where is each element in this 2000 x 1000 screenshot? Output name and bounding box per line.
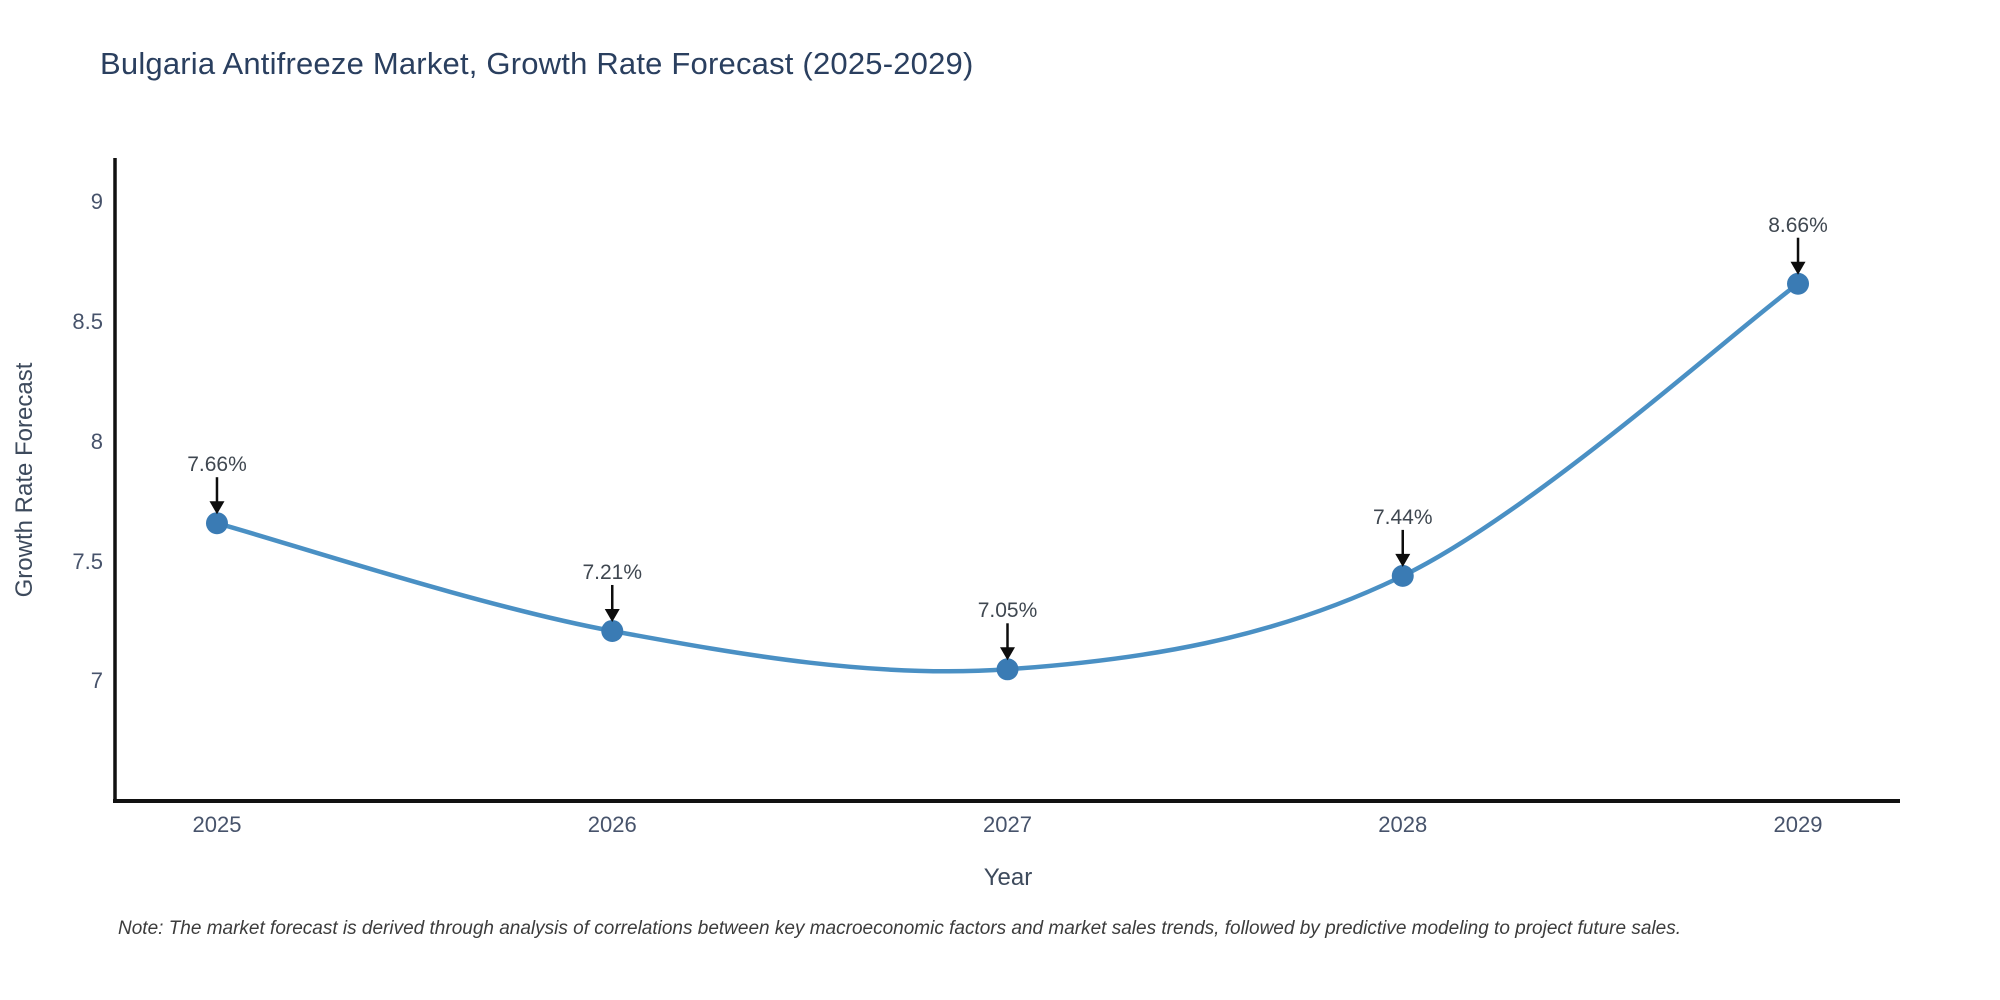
point-value-label: 7.05%	[977, 599, 1038, 623]
x-tick-label: 2027	[983, 812, 1032, 837]
point-value-label: 7.21%	[582, 560, 643, 584]
y-tick-label: 7.5	[72, 548, 103, 574]
x-axis-title: Year	[983, 864, 1033, 891]
y-tick-label: 8.5	[72, 309, 103, 335]
y-axis-title: Growth Rate Forecast	[11, 362, 38, 598]
x-tick-label: 2029	[1773, 812, 1823, 837]
data-point-marker[interactable]	[1787, 272, 1810, 295]
y-tick-label: 7	[90, 668, 103, 694]
x-tick-label: 2025	[192, 812, 242, 837]
data-point-marker[interactable]	[205, 512, 228, 535]
annotation-arrowhead-icon	[1000, 647, 1015, 661]
point-value-label: 7.44%	[1372, 505, 1433, 529]
annotation-arrowhead-icon	[1395, 553, 1411, 567]
data-point-marker[interactable]	[1391, 564, 1414, 587]
point-value-label: 7.66%	[187, 453, 247, 477]
data-point-marker[interactable]	[601, 619, 624, 642]
x-tick-label: 2026	[587, 812, 637, 837]
chart-title: Bulgaria Antifreeze Market, Growth Rate …	[100, 46, 974, 81]
annotation-arrowhead-icon	[209, 501, 225, 515]
data-point-marker[interactable]	[996, 658, 1019, 681]
footnote: Note: The market forecast is derived thr…	[118, 918, 1681, 939]
y-tick-label: 8	[90, 428, 103, 454]
annotation-arrowhead-icon	[1790, 261, 1806, 275]
x-tick-label: 2028	[1378, 812, 1428, 837]
point-value-label: 8.66%	[1768, 213, 1828, 237]
y-tick-label: 9	[90, 189, 103, 215]
annotation-arrowhead-icon	[604, 608, 620, 622]
